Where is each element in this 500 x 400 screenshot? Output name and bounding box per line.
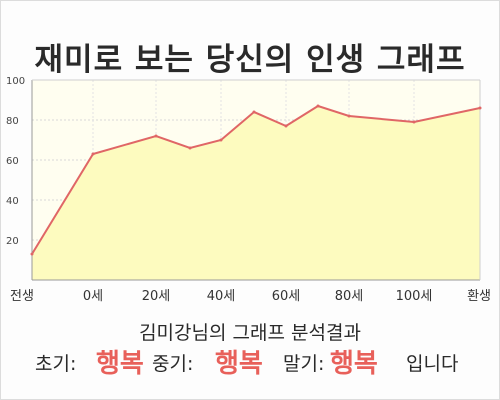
chart-title: 재미로 보는 당신의 인생 그래프 xyxy=(34,42,466,78)
data-point xyxy=(284,124,288,128)
data-point xyxy=(347,114,351,118)
x-tick-label: 60세 xyxy=(272,289,301,304)
axis-layer xyxy=(31,79,481,281)
y-tick-label: 100 xyxy=(6,76,25,87)
y-tick-label: 40 xyxy=(6,196,19,207)
data-point xyxy=(188,146,192,150)
ending-text: 입니다 xyxy=(406,353,459,375)
data-point xyxy=(154,134,158,138)
data-point xyxy=(91,152,95,156)
data-point xyxy=(478,106,482,110)
x-tick-label: 100세 xyxy=(396,289,433,304)
early-value: 행복 xyxy=(96,349,144,379)
y-tick-label: 80 xyxy=(6,116,19,127)
data-point xyxy=(30,252,34,256)
y-tick-label: 60 xyxy=(6,156,19,167)
data-point xyxy=(316,104,320,108)
x-tick-label: 40세 xyxy=(207,289,236,304)
point-layer xyxy=(30,104,482,256)
label-layer: 20 40 60 80 100 전생 0세 20세 40세 60세 80세 100세 환생 xyxy=(6,76,491,304)
x-tick-label: 20세 xyxy=(142,289,171,304)
x-tick-label: 전생 xyxy=(10,289,34,304)
y-tick-label: 20 xyxy=(6,236,19,247)
data-point xyxy=(219,138,223,142)
late-value: 행복 xyxy=(330,349,378,379)
x-tick-label: 환생 xyxy=(467,289,491,304)
late-label: 말기: xyxy=(283,353,325,375)
data-point xyxy=(252,110,256,114)
middle-label: 중기: xyxy=(152,353,194,375)
area-fill xyxy=(32,106,480,280)
x-tick-label: 0세 xyxy=(83,289,103,304)
data-point xyxy=(412,120,416,124)
analysis-title: 김미강님의 그래프 분석결과 xyxy=(139,322,361,344)
middle-value: 행복 xyxy=(215,349,263,379)
x-tick-label: 80세 xyxy=(335,289,364,304)
early-label: 초기: xyxy=(35,353,77,375)
